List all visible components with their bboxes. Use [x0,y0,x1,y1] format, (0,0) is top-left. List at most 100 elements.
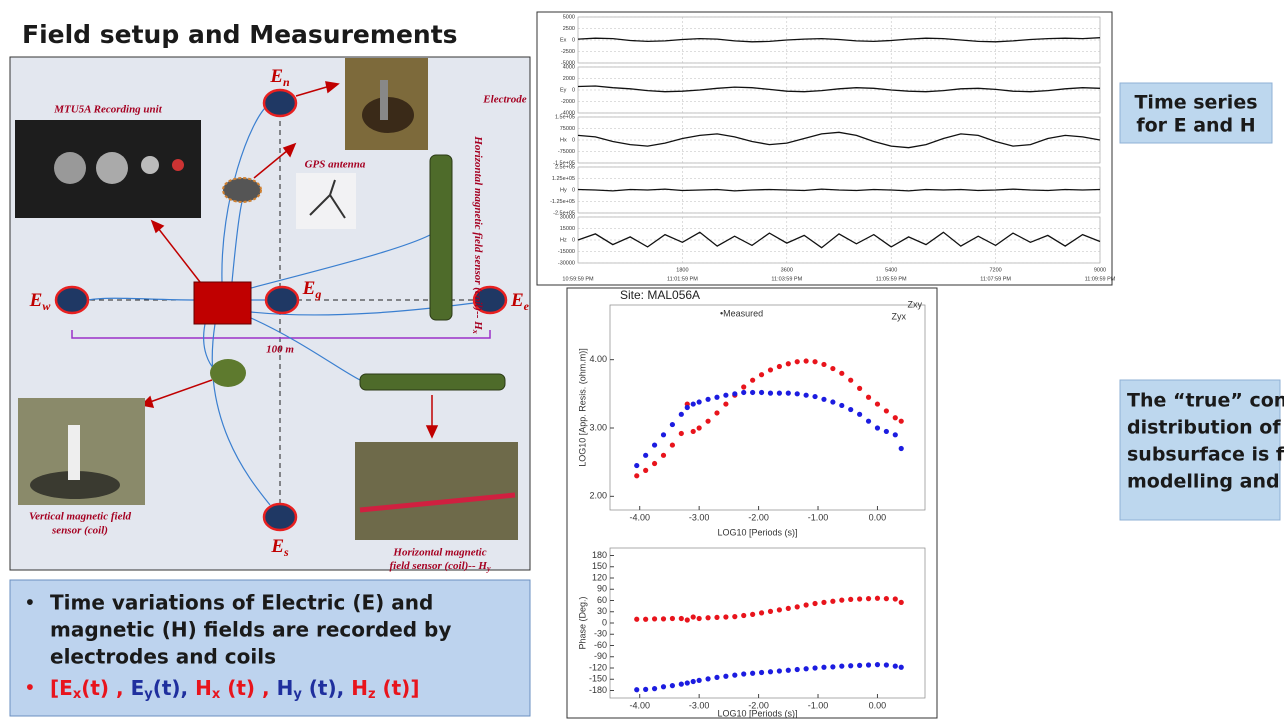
x-tick-label: 0.00 [869,700,887,710]
field-diagram: MTU5A Recording unit Electrode GPS anten… [10,57,530,573]
bullet-text: Time variations of Electric (E) and [50,591,433,615]
channel-name: Hy [560,187,567,193]
x-tick-label: 0.00 [869,512,887,522]
electrode-sub: g [314,287,321,301]
slide-title: Field setup and Measurements [22,20,458,49]
point [741,390,746,395]
channel-name: Ex [560,37,567,43]
y-tick-label: 180 [592,550,607,560]
point [866,596,871,601]
y-tick-label: 150 [592,561,607,571]
point [697,678,702,683]
point [759,610,764,615]
point [670,616,675,621]
point [679,431,684,436]
electrode-main: E [302,278,316,299]
y-tick-label: -120 [589,662,607,672]
point [705,397,710,402]
field-main: E [124,676,145,700]
point [697,616,702,621]
y-tick-label: -90 [594,651,607,661]
x-tick-label: -4.00 [629,700,650,710]
y-tick-label: -1.25e+05 [550,199,575,205]
vertical-coil [210,359,246,387]
point [705,419,710,424]
point [741,671,746,676]
point [759,390,764,395]
point [848,378,853,383]
y-tick-label: 0 [572,87,575,93]
point [652,461,657,466]
point [661,453,666,458]
point [899,446,904,451]
point [821,665,826,670]
point [759,670,764,675]
bullet-text: electrodes and coils [50,645,276,669]
point [866,662,871,667]
point [875,425,880,430]
y-tick-label: -2500 [561,49,575,55]
point [643,617,648,622]
point [893,415,898,420]
y-tick-label: 3.00 [589,422,607,432]
point [857,663,862,668]
point [777,364,782,369]
y-tick-label: 0 [572,237,575,243]
y-tick-label: -60 [594,640,607,650]
point [670,442,675,447]
coil-x [430,155,452,320]
y-tick-label: 0 [572,187,575,193]
point [812,394,817,399]
point [691,401,696,406]
point [884,408,889,413]
point [857,596,862,601]
point [679,682,684,687]
slide: Field setup and Measurements MTU5A Recor… [0,0,1284,720]
point [652,616,657,621]
point [848,663,853,668]
point [685,617,690,622]
time-tick-label: 11:05:59 PM [876,276,907,282]
point [777,607,782,612]
point [875,662,880,667]
point [884,662,889,667]
x-tick-label: -1.00 [808,700,829,710]
channel-name: Ey [560,87,567,93]
site-title: Site: MAL056A [620,288,700,302]
field-rest: (t), [153,676,188,700]
electrode-main: E [270,536,284,557]
point [679,412,684,417]
point [795,667,800,672]
point [830,664,835,669]
point [812,359,817,364]
point [893,664,898,669]
x-tick-label: 9000 [1094,267,1106,273]
point [866,419,871,424]
bullet-mark: • [24,591,36,615]
point [866,395,871,400]
point [848,597,853,602]
point [768,669,773,674]
time-tick-label: 10:59:59 PM [562,276,594,282]
point [786,668,791,673]
point [661,432,666,437]
note: for E and H [1136,115,1255,137]
x-tick-label: 7200 [989,267,1001,273]
field-rest: (t) , [220,676,269,700]
point [875,401,880,406]
y-tick-label: -180 [589,685,607,695]
y-tick-label: -2000 [561,99,575,105]
y-axis-label: Phase (Deg.) [577,596,587,649]
y-tick-label: -150 [589,674,607,684]
point [705,615,710,620]
time-series-panel [537,12,1112,285]
point [768,367,773,372]
y-tick-label: 4.00 [589,354,607,364]
point [884,596,889,601]
point [714,675,719,680]
y-tick-label: -15000 [558,249,575,255]
x-tick-label: -2.00 [748,512,769,522]
point [839,598,844,603]
y-tick-label: 1.5e+05 [555,114,575,120]
point [714,395,719,400]
